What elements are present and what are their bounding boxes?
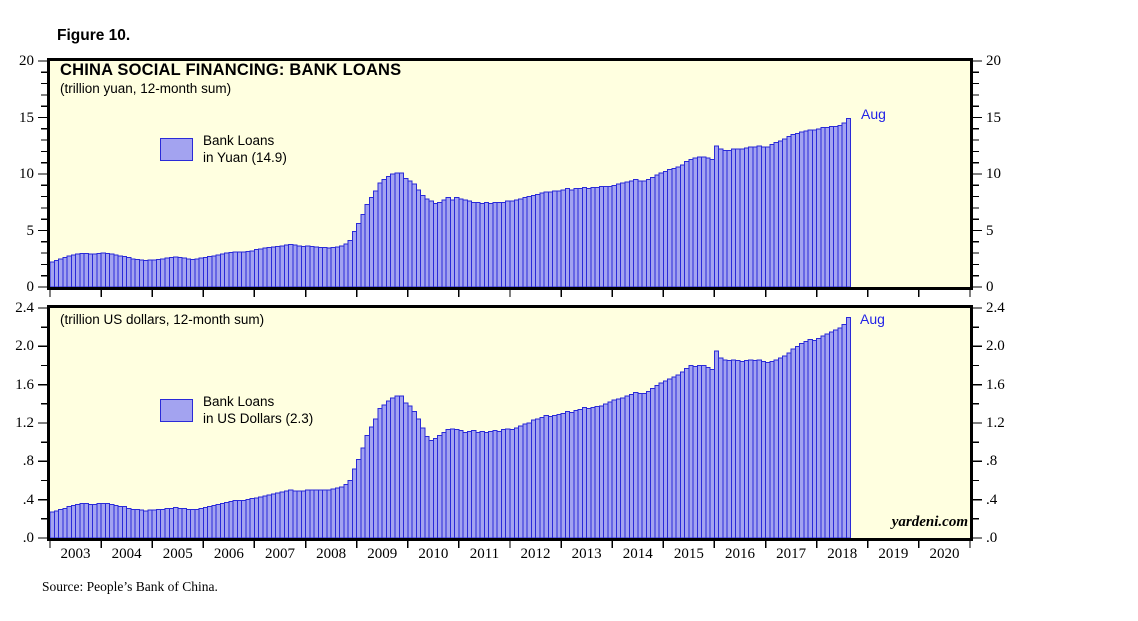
y-axis-tick-label-left: .4 <box>22 491 34 508</box>
chart-title: CHINA SOCIAL FINANCING: BANK LOANS <box>60 61 402 79</box>
x-axis-year-label: 2010 <box>418 546 449 562</box>
x-axis-year-label: 2014 <box>622 546 653 562</box>
y-axis-tick-label-right: .4 <box>986 491 998 508</box>
top-chart-legend: Bank Loans in Yuan (14.9) <box>160 133 287 166</box>
y-axis-tick-label-right: 2.0 <box>986 338 1005 355</box>
x-axis-year-label: 2017 <box>776 546 807 562</box>
y-axis-tick-label-left: 2.4 <box>15 300 34 316</box>
y-axis-tick-label-left: 10 <box>19 166 34 182</box>
legend-label-usd: Bank Loans in US Dollars (2.3) <box>203 394 313 427</box>
y-axis-tick-label-right: 15 <box>986 109 1001 126</box>
y-axis-tick-label-right: 1.2 <box>986 415 1005 431</box>
legend-label-line1: Bank Loans <box>203 133 275 148</box>
legend-swatch-usd <box>160 399 193 422</box>
y-axis-tick-label-left: 1.6 <box>15 376 34 393</box>
x-axis-year-label: 2020 <box>929 546 960 562</box>
x-axis-year-label: 2018 <box>827 546 858 562</box>
y-axis-tick-label-right: 20 <box>986 53 1001 69</box>
top-chart-subtitle: (trillion yuan, 12-month sum) <box>60 81 232 96</box>
legend-label-line2: in Yuan (14.9) <box>203 149 287 165</box>
legend-label-yuan: Bank Loans in Yuan (14.9) <box>203 133 287 166</box>
y-axis-tick-label-right: 1.6 <box>986 376 1005 393</box>
legend-label-line2: in US Dollars (2.3) <box>203 410 314 426</box>
x-axis-year-label: 2005 <box>162 546 193 562</box>
y-axis-tick-label-left: 0 <box>26 279 35 295</box>
y-axis-tick-label-left: 5 <box>26 222 35 239</box>
figure-number-label: Figure 10. <box>57 27 131 44</box>
y-axis-tick-label-left: .8 <box>22 453 34 470</box>
x-axis-year-label: 2012 <box>520 546 551 562</box>
x-axis-year-label: 2015 <box>673 546 704 562</box>
y-axis-tick-label-left: 15 <box>19 109 34 126</box>
y-axis-tick-label-left: 2.0 <box>15 338 34 355</box>
bottom-chart-legend: Bank Loans in US Dollars (2.3) <box>160 394 313 427</box>
yardeni-watermark: yardeni.com <box>891 514 968 530</box>
x-axis-year-label: 2007 <box>265 546 295 562</box>
x-axis-year-label: 2008 <box>316 546 347 562</box>
y-axis-tick-label-right: 10 <box>986 166 1001 182</box>
x-axis-year-label: 2013 <box>571 546 602 562</box>
x-axis-year-label: 2009 <box>367 546 398 562</box>
x-axis-year-label: 2016 <box>725 546 755 562</box>
x-axis-year-label: 2003 <box>60 546 91 562</box>
x-axis-year-label: 2011 <box>469 546 500 562</box>
y-axis-tick-label-right: 2.4 <box>986 300 1005 316</box>
x-axis-year-label: 2019 <box>878 546 909 562</box>
legend-swatch-yuan <box>160 138 193 161</box>
y-axis-tick-label-left: .0 <box>22 530 34 546</box>
latest-month-label-top: Aug <box>861 106 886 122</box>
y-axis-tick-label-right: 5 <box>986 222 994 239</box>
y-axis-tick-label-right: .0 <box>986 530 998 546</box>
y-axis-tick-label-right: 0 <box>986 279 994 295</box>
x-axis-year-label: 2004 <box>111 546 142 562</box>
y-axis-tick-label-left: 1.2 <box>15 415 34 431</box>
y-axis-tick-label-right: .8 <box>986 453 998 470</box>
y-axis-tick-label-left: 20 <box>19 53 34 69</box>
x-axis-year-label: 2006 <box>213 546 244 562</box>
bottom-chart-subtitle: (trillion US dollars, 12-month sum) <box>60 312 265 327</box>
legend-label-line1: Bank Loans <box>203 394 275 409</box>
latest-month-label-bottom: Aug <box>860 311 885 327</box>
source-note: Source: People’s Bank of China. <box>42 579 218 594</box>
